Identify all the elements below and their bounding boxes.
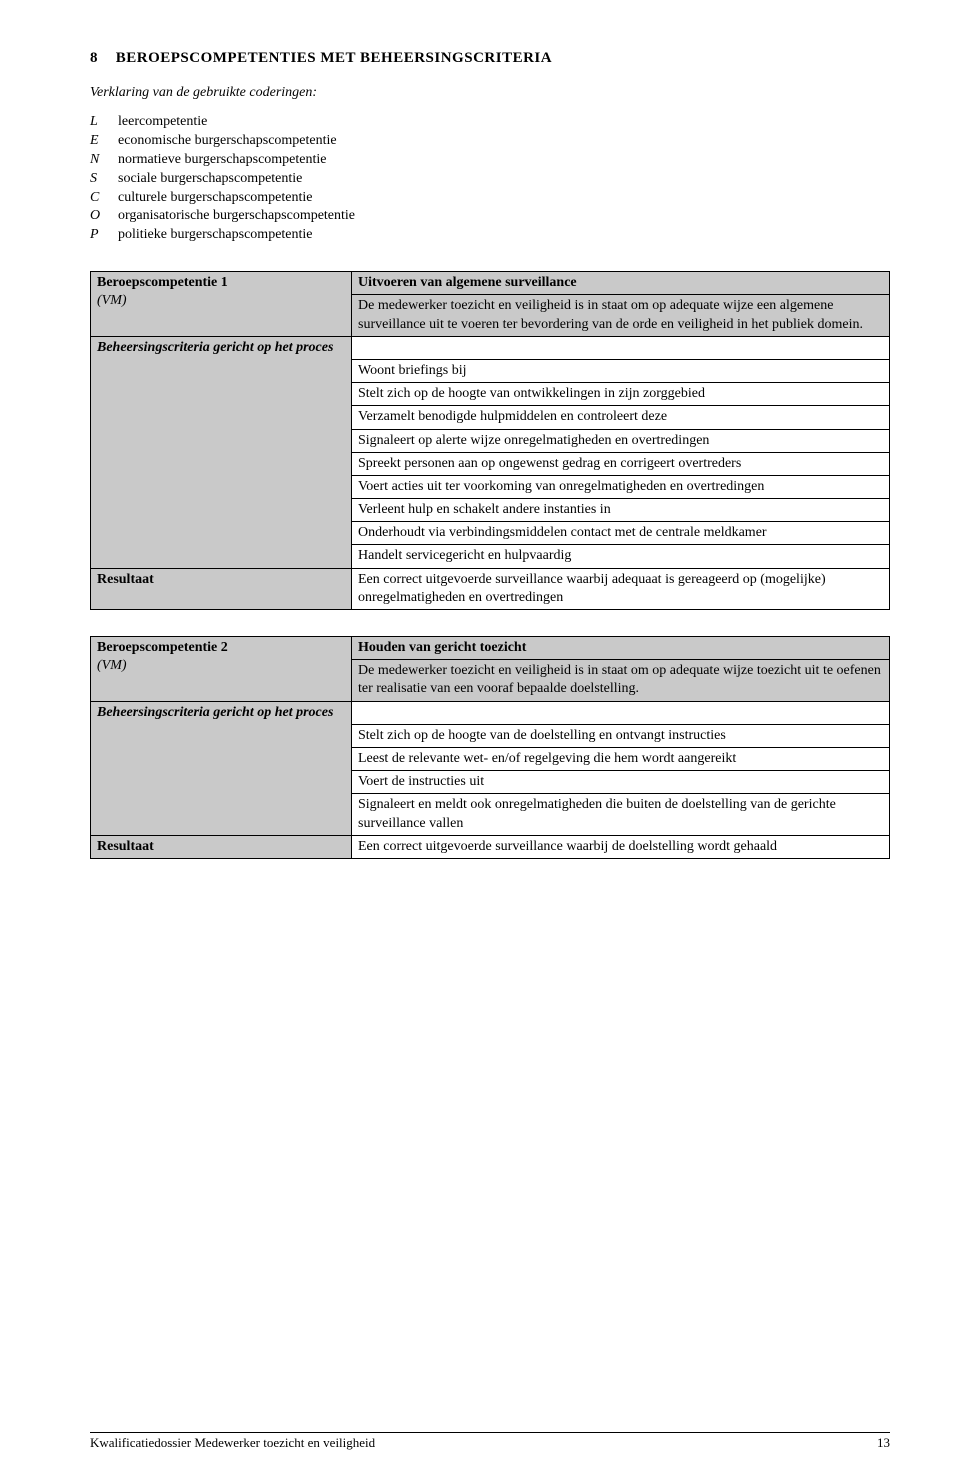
comp1-title: Beroepscompetentie 1 bbox=[97, 275, 228, 290]
competence-table-1: Beroepscompetentie 1 (VM) Uitvoeren van … bbox=[90, 271, 890, 610]
comp2-criteria-label: Beheersingscriteria gericht op het proce… bbox=[97, 705, 333, 720]
comp1-row: Onderhoudt via verbindingsmiddelen conta… bbox=[352, 522, 890, 545]
comp2-right-desc: De medewerker toezicht en veiligheid is … bbox=[352, 660, 890, 701]
comp2-row: Voert de instructies uit bbox=[352, 771, 890, 794]
comp2-row: Leest de relevante wet- en/of regelgevin… bbox=[352, 747, 890, 770]
footer-page-number: 13 bbox=[877, 1435, 890, 1451]
code-letter: O bbox=[90, 207, 118, 226]
comp2-title: Beroepscompetentie 2 bbox=[97, 640, 228, 655]
code-row: Ppolitieke burgerschapscompetentie bbox=[90, 226, 890, 245]
code-desc: organisatorische burgerschapscompetentie bbox=[118, 207, 890, 226]
code-letter: C bbox=[90, 189, 118, 208]
page-footer: Kwalificatiedossier Medewerker toezicht … bbox=[90, 1432, 890, 1451]
code-letter: E bbox=[90, 132, 118, 151]
comp2-result-label: Resultaat bbox=[97, 839, 154, 854]
comp1-left-header: Beroepscompetentie 1 (VM) bbox=[91, 272, 352, 337]
comp2-right-title-cell: Houden van gericht toezicht bbox=[352, 637, 890, 660]
footer-left: Kwalificatiedossier Medewerker toezicht … bbox=[90, 1435, 375, 1451]
footer-row: Kwalificatiedossier Medewerker toezicht … bbox=[90, 1435, 890, 1451]
code-row: Lleercompetentie bbox=[90, 113, 890, 132]
section-number: 8 bbox=[90, 50, 112, 67]
code-row: Cculturele burgerschapscompetentie bbox=[90, 189, 890, 208]
code-row: Eeconomische burgerschapscompetentie bbox=[90, 132, 890, 151]
section-title: BEROEPSCOMPETENTIES MET BEHEERSINGSCRITE… bbox=[116, 50, 552, 66]
comp1-right-title-cell: Uitvoeren van algemene surveillance bbox=[352, 272, 890, 295]
comp1-row: Voert acties uit ter voorkoming van onre… bbox=[352, 475, 890, 498]
code-desc: culturele burgerschapscompetentie bbox=[118, 189, 890, 208]
comp1-row: Verzamelt benodigde hulpmiddelen en cont… bbox=[352, 406, 890, 429]
comp1-right-title: Uitvoeren van algemene surveillance bbox=[358, 275, 577, 290]
comp2-row: Signaleert en meldt ook onregelmatighede… bbox=[352, 794, 890, 835]
code-letter: L bbox=[90, 113, 118, 132]
comp2-spacer bbox=[352, 701, 890, 724]
code-desc: normatieve burgerschapscompetentie bbox=[118, 151, 890, 170]
code-desc: politieke burgerschapscompetentie bbox=[118, 226, 890, 245]
comp2-result-text: Een correct uitgevoerde surveillance waa… bbox=[352, 835, 890, 858]
page: 8 BEROEPSCOMPETENTIES MET BEHEERSINGSCRI… bbox=[0, 0, 960, 1481]
code-row: Oorganisatorische burgerschapscompetenti… bbox=[90, 207, 890, 226]
comp1-right-desc: De medewerker toezicht en veiligheid is … bbox=[352, 295, 890, 336]
code-row: Ssociale burgerschapscompetentie bbox=[90, 170, 890, 189]
section-heading: 8 BEROEPSCOMPETENTIES MET BEHEERSINGSCRI… bbox=[90, 50, 890, 67]
footer-divider bbox=[90, 1432, 890, 1433]
code-letter: P bbox=[90, 226, 118, 245]
competence-table-2: Beroepscompetentie 2 (VM) Houden van ger… bbox=[90, 636, 890, 859]
comp1-result-label-cell: Resultaat bbox=[91, 568, 352, 609]
comp2-row: Stelt zich op de hoogte van de doelstell… bbox=[352, 724, 890, 747]
comp1-spacer bbox=[352, 336, 890, 359]
code-desc: sociale burgerschapscompetentie bbox=[118, 170, 890, 189]
comp1-criteria-label: Beheersingscriteria gericht op het proce… bbox=[97, 340, 333, 355]
comp2-result-label-cell: Resultaat bbox=[91, 835, 352, 858]
comp1-row: Woont briefings bij bbox=[352, 359, 890, 382]
code-letter: S bbox=[90, 170, 118, 189]
code-desc: economische burgerschapscompetentie bbox=[118, 132, 890, 151]
comp1-result-text: Een correct uitgevoerde surveillance waa… bbox=[352, 568, 890, 609]
comp2-right-title: Houden van gericht toezicht bbox=[358, 640, 526, 655]
code-row: Nnormatieve burgerschapscompetentie bbox=[90, 151, 890, 170]
comp2-sub: (VM) bbox=[97, 658, 127, 673]
comp2-left-header: Beroepscompetentie 2 (VM) bbox=[91, 637, 352, 702]
comp1-row: Stelt zich op de hoogte van ontwikkeling… bbox=[352, 383, 890, 406]
comp1-row: Spreekt personen aan op ongewenst gedrag… bbox=[352, 452, 890, 475]
code-list: Lleercompetentie Eeconomische burgerscha… bbox=[90, 113, 890, 245]
comp1-sub: (VM) bbox=[97, 293, 127, 308]
comp1-row: Signaleert op alerte wijze onregelmatigh… bbox=[352, 429, 890, 452]
comp1-row: Handelt servicegericht en hulpvaardig bbox=[352, 545, 890, 568]
comp1-criteria-label-cell: Beheersingscriteria gericht op het proce… bbox=[91, 336, 352, 568]
intro-text: Verklaring van de gebruikte coderingen: bbox=[90, 85, 890, 101]
code-letter: N bbox=[90, 151, 118, 170]
code-desc: leercompetentie bbox=[118, 113, 890, 132]
comp2-criteria-label-cell: Beheersingscriteria gericht op het proce… bbox=[91, 701, 352, 835]
comp1-row: Verleent hulp en schakelt andere instant… bbox=[352, 499, 890, 522]
comp1-result-label: Resultaat bbox=[97, 572, 154, 587]
